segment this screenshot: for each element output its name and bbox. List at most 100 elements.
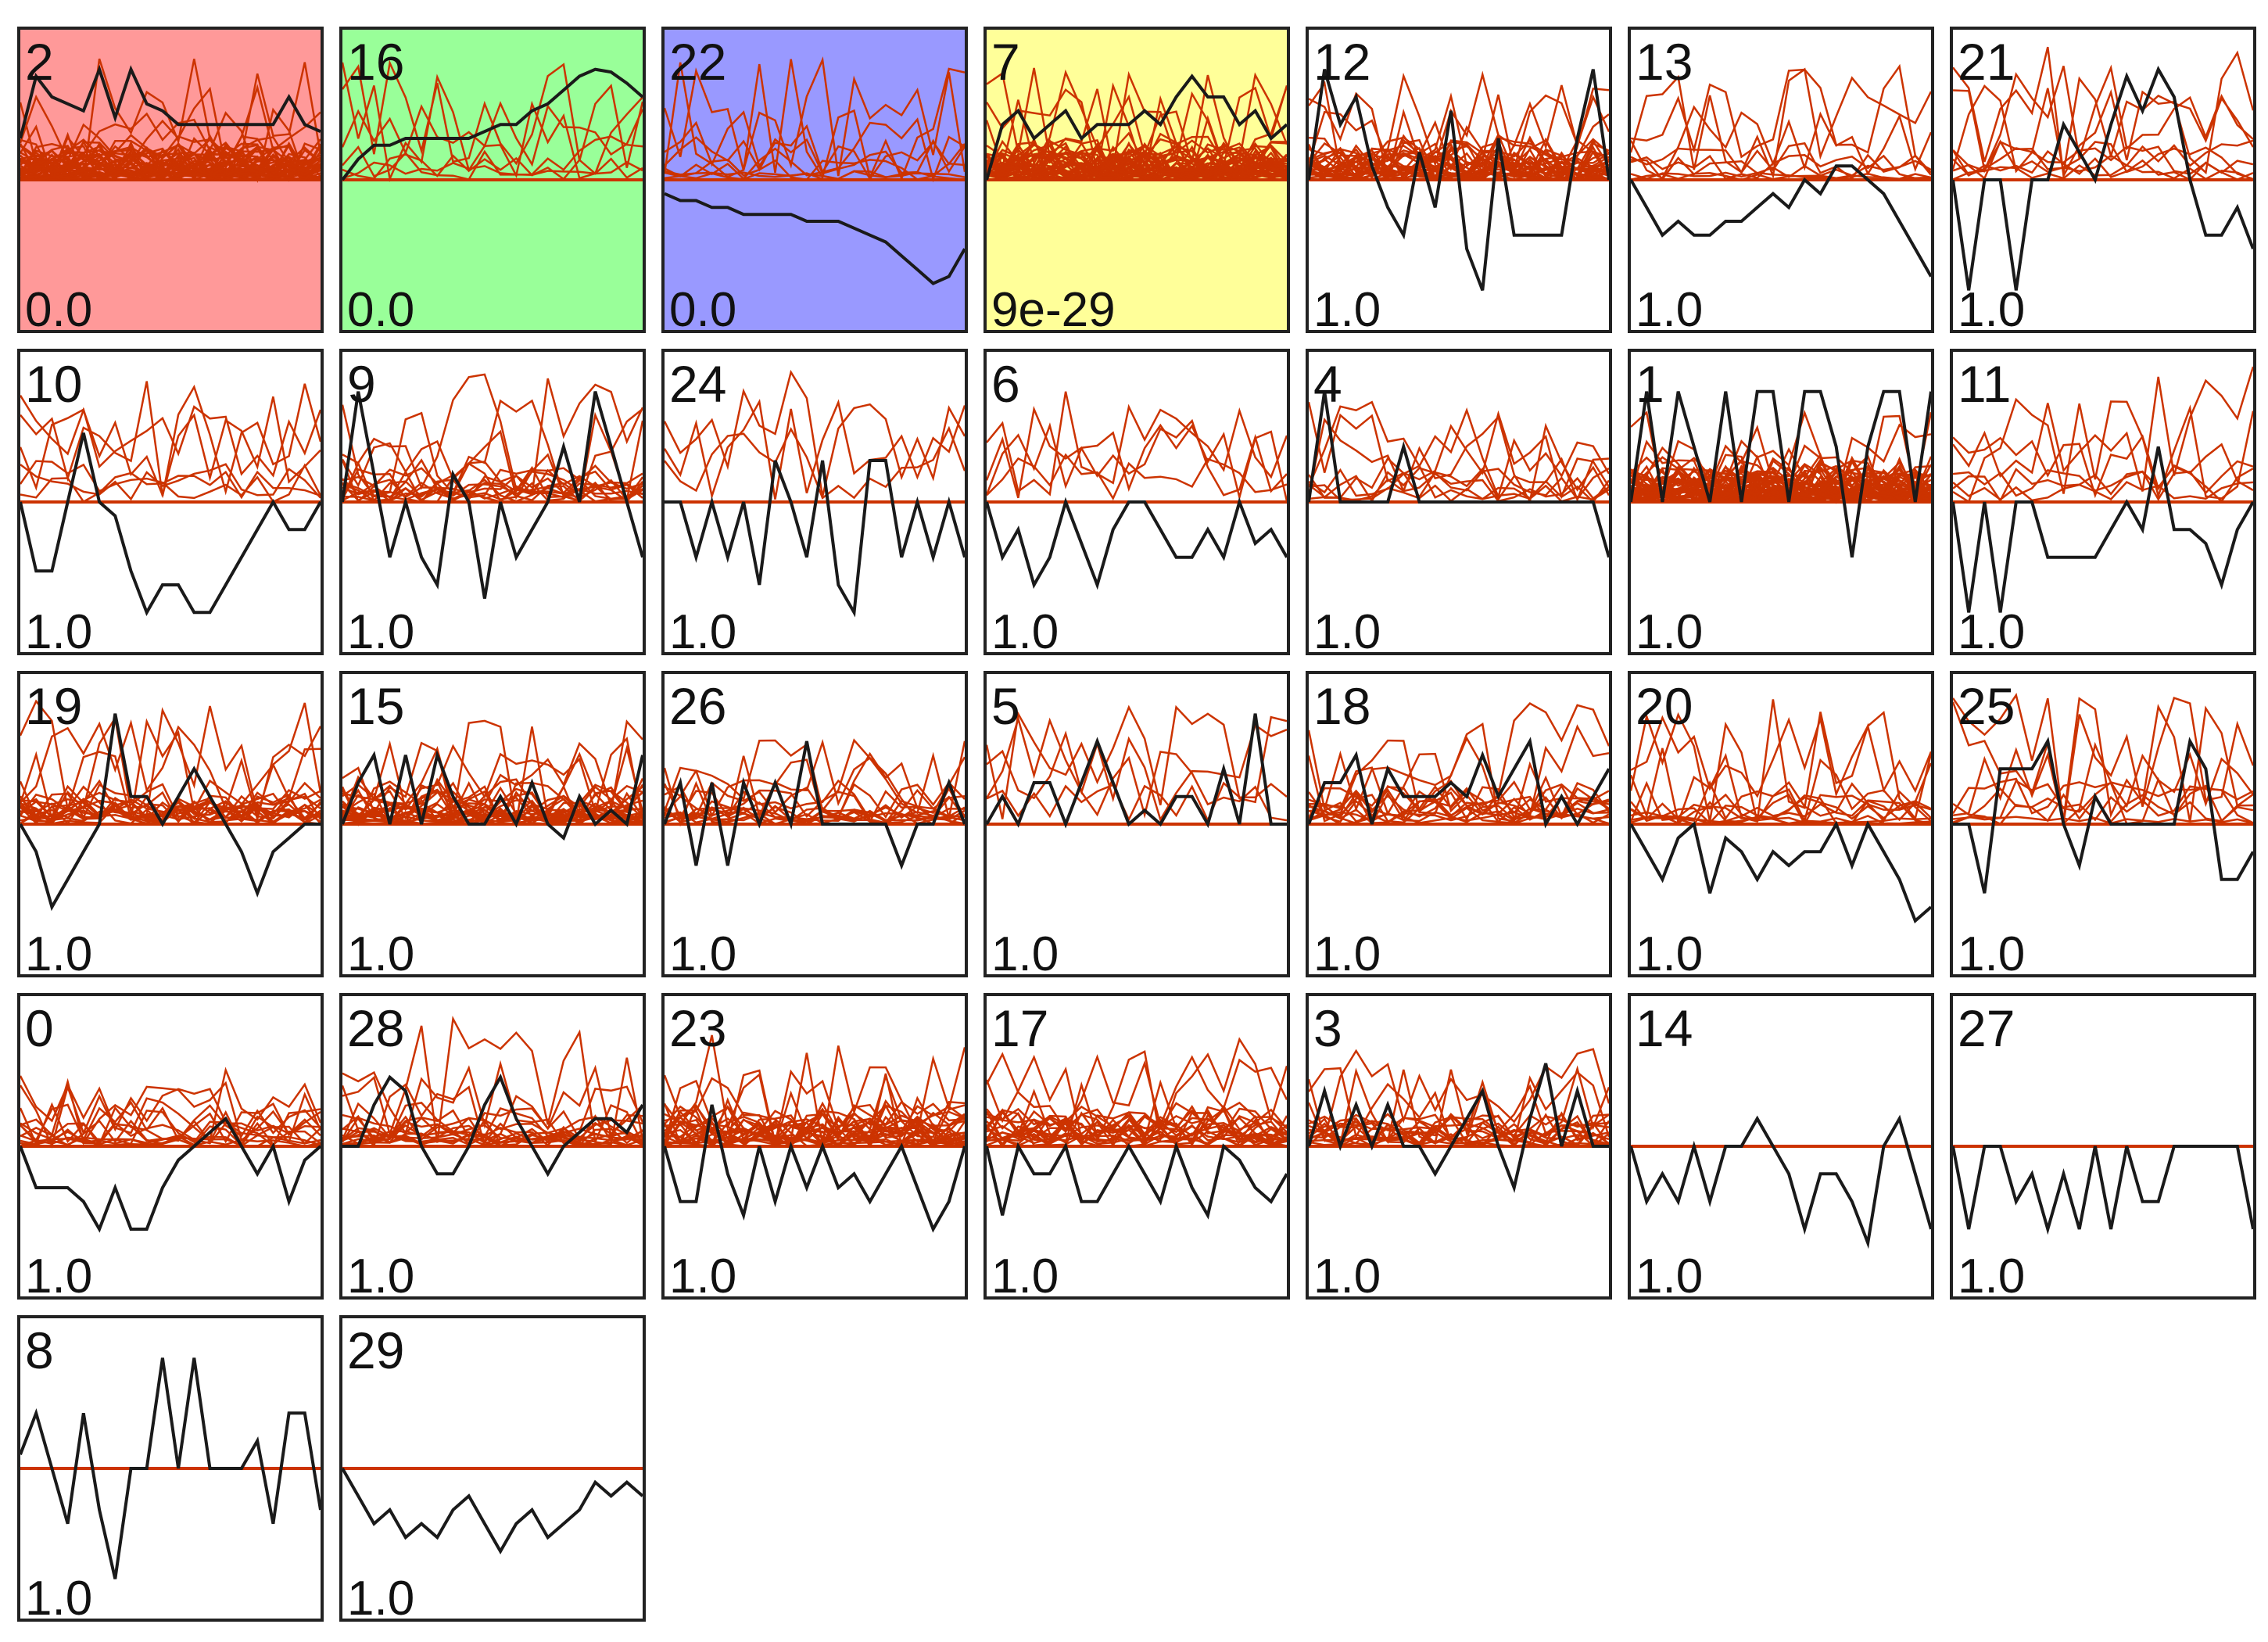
cluster-plot-5 (987, 704, 1287, 829)
model-profile-line (1309, 391, 1609, 558)
gene-profile-line (20, 142, 321, 181)
gene-profile-line (1309, 1111, 1609, 1146)
gene-profile-line (665, 1131, 965, 1148)
gene-profile-line (342, 1117, 643, 1144)
gene-profile-line (20, 1121, 321, 1147)
gene-profile-line (20, 1077, 321, 1145)
cluster-id-label: 10 (25, 355, 83, 413)
p-value-label: 1.0 (1313, 283, 1381, 333)
cluster-panel-29[interactable]: 29 1.0 (339, 1315, 646, 1622)
cluster-panel-6[interactable]: 6 1.0 (984, 349, 1290, 655)
cluster-panel-28[interactable]: 28 1.0 (339, 993, 646, 1300)
cluster-plot-20 (1631, 699, 1931, 923)
gene-profile-line (1953, 780, 2253, 824)
cluster-panel-9[interactable]: 9 1.0 (339, 349, 646, 655)
model-profile-line (1953, 446, 2253, 613)
cluster-plot-1 (1631, 389, 1931, 557)
gene-profile-line (987, 418, 1287, 497)
cluster-panel-22[interactable]: 22 0.0 (661, 27, 968, 333)
p-value-label: 1.0 (669, 927, 737, 977)
cluster-panel-2[interactable]: 2 0.0 (17, 27, 324, 333)
cluster-panel-16[interactable]: 16 0.0 (339, 27, 646, 333)
cluster-plot-21 (1953, 46, 2253, 291)
gene-profile-line (1953, 139, 2253, 181)
p-value-label: 1.0 (991, 927, 1059, 977)
cluster-panel-19[interactable]: 19 1.0 (17, 671, 324, 977)
p-value-label: 1.0 (669, 605, 737, 655)
gene-profile-line (665, 136, 965, 175)
gene-profile-line (665, 110, 965, 183)
p-value-label: 1.0 (1636, 283, 1704, 333)
cluster-id-label: 1 (1636, 355, 1664, 413)
cluster-plot-27 (1953, 1145, 2253, 1235)
gene-profile-line (1631, 63, 1931, 174)
cluster-panel-4[interactable]: 4 1.0 (1306, 349, 1612, 655)
cluster-plot-22 (665, 56, 965, 285)
cluster-panel-10[interactable]: 10 1.0 (17, 349, 324, 655)
cluster-plot-3 (1309, 1048, 1609, 1193)
cluster-panel-17[interactable]: 17 1.0 (984, 993, 1290, 1300)
gene-profile-line (1309, 91, 1609, 178)
cluster-plot-16 (342, 59, 643, 183)
cluster-plot-10 (20, 381, 321, 616)
gene-profile-line (1309, 1138, 1609, 1148)
cluster-panel-15[interactable]: 15 1.0 (339, 671, 646, 977)
gene-profile-line (987, 1102, 1287, 1137)
cluster-panel-27[interactable]: 27 1.0 (1950, 993, 2256, 1300)
gene-profile-line (20, 783, 321, 824)
cluster-panel-24[interactable]: 24 1.0 (661, 349, 968, 655)
cluster-panel-11[interactable]: 11 1.0 (1950, 349, 2256, 655)
gene-profile-line (20, 470, 321, 504)
gene-profile-line (1631, 67, 1931, 180)
gene-profile-line (1309, 136, 1609, 181)
cluster-panel-20[interactable]: 20 1.0 (1628, 671, 1934, 977)
cluster-id-label: 0 (25, 999, 54, 1057)
gene-profile-line (342, 411, 643, 504)
p-value-label: 1.0 (1313, 927, 1381, 977)
cluster-panel-18[interactable]: 18 1.0 (1306, 671, 1612, 977)
model-profile-line (20, 1357, 321, 1579)
gene-profile-line (1953, 465, 2253, 504)
model-profile-line (1631, 820, 1931, 923)
cluster-id-label: 14 (1636, 999, 1693, 1057)
cluster-panel-1[interactable]: 1 1.0 (1628, 349, 1934, 655)
cluster-panel-8[interactable]: 8 1.0 (17, 1315, 324, 1622)
gene-profile-line (665, 398, 965, 500)
cluster-panel-0[interactable]: 0 1.0 (17, 993, 324, 1300)
cluster-panel-21[interactable]: 21 1.0 (1950, 27, 2256, 333)
p-value-label: 1.0 (1313, 1249, 1381, 1300)
cluster-id-label: 20 (1636, 677, 1693, 735)
gene-profile-line (1631, 710, 1931, 821)
model-profile-line (1309, 1063, 1609, 1193)
cluster-plot-6 (987, 391, 1287, 590)
cluster-panel-7[interactable]: 7 9e-29 (984, 27, 1290, 333)
gene-profile-line (987, 391, 1287, 497)
cluster-panel-12[interactable]: 12 1.0 (1306, 27, 1612, 333)
gene-profile-line (1953, 46, 2253, 180)
cluster-panel-25[interactable]: 25 1.0 (1950, 671, 2256, 977)
gene-profile-line (665, 1104, 965, 1143)
cluster-panel-26[interactable]: 26 1.0 (661, 671, 968, 977)
gene-profile-line (20, 134, 321, 178)
cluster-panel-13[interactable]: 13 1.0 (1628, 27, 1934, 333)
cluster-panel-14[interactable]: 14 1.0 (1628, 993, 1934, 1300)
cluster-id-label: 8 (25, 1321, 54, 1379)
gene-profile-line (1631, 793, 1931, 826)
gene-profile-line (987, 1052, 1287, 1132)
cluster-plot-24 (665, 369, 965, 618)
gene-profile-line (1631, 490, 1931, 503)
cluster-plot-19 (20, 699, 321, 912)
cluster-panel-5[interactable]: 5 1.0 (984, 671, 1290, 977)
gene-profile-line (665, 425, 965, 500)
cluster-panel-3[interactable]: 3 1.0 (1306, 993, 1612, 1300)
cluster-panel-23[interactable]: 23 1.0 (661, 993, 968, 1300)
gene-profile-line (20, 395, 321, 499)
gene-profile-line (1631, 796, 1931, 825)
gene-profile-line (1309, 811, 1609, 824)
gene-profile-line (1953, 397, 2253, 504)
cluster-plot-13 (1631, 63, 1931, 278)
p-value-label: 1.0 (347, 927, 415, 977)
gene-profile-line (1309, 457, 1609, 503)
model-profile-line (1631, 389, 1931, 557)
model-profile-line (342, 391, 643, 599)
